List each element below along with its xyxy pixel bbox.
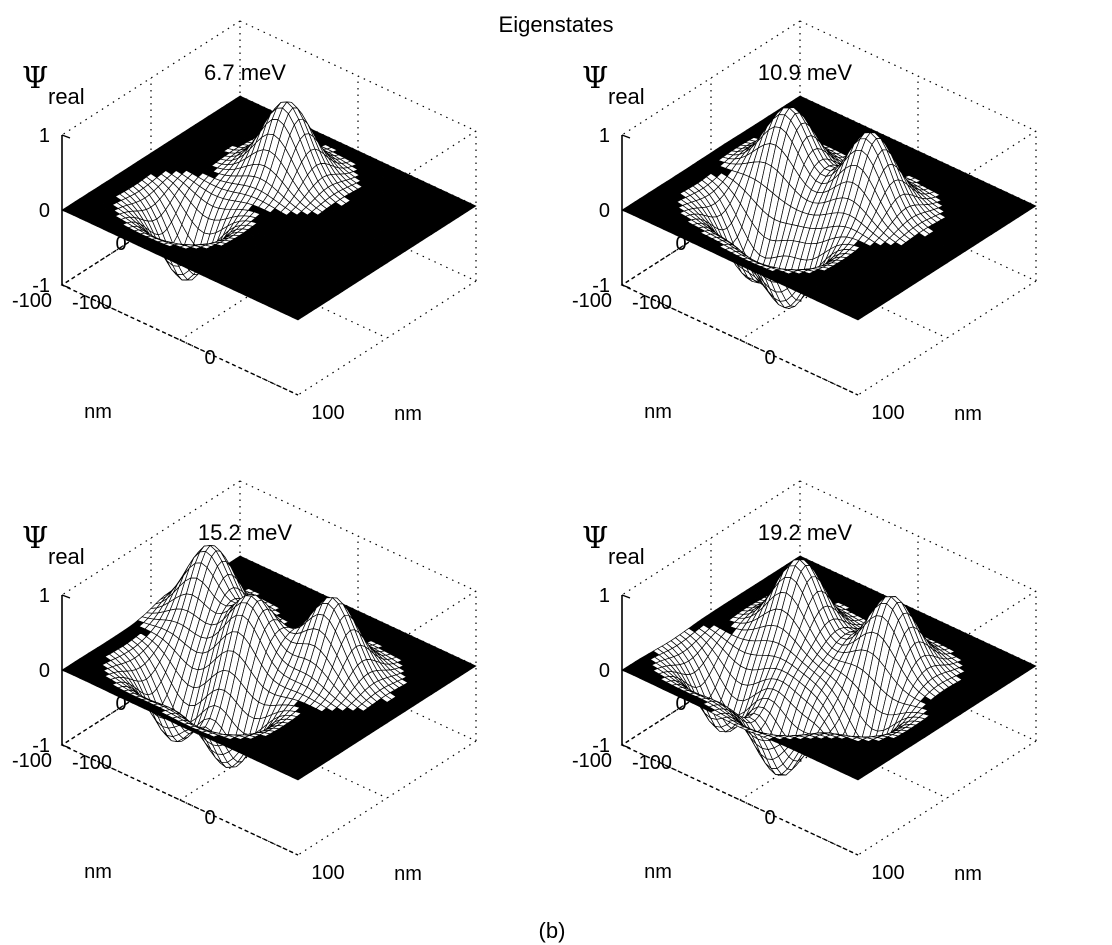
x-axis-label: nm bbox=[394, 863, 422, 885]
figure-title: Eigenstates bbox=[499, 12, 614, 37]
y-tick-label: -100 bbox=[12, 750, 52, 772]
psi-symbol: Ψ bbox=[22, 61, 48, 96]
surface-mesh bbox=[61, 544, 477, 781]
z-tick-label: 0 bbox=[39, 660, 50, 682]
x-tick-label: -100 bbox=[632, 292, 672, 314]
z-tick-mark bbox=[621, 594, 631, 599]
psi-subscript: real bbox=[48, 84, 85, 109]
y-tick-label: 0 bbox=[675, 233, 686, 255]
z-tick-mark bbox=[621, 134, 631, 139]
psi-symbol: Ψ bbox=[582, 61, 608, 96]
x-tick-label: 100 bbox=[871, 402, 904, 424]
x-tick-label: 100 bbox=[311, 862, 344, 884]
z-tick-mark bbox=[61, 134, 71, 139]
z-tick-label: 0 bbox=[599, 660, 610, 682]
x-tick-label: -100 bbox=[632, 752, 672, 774]
z-tick-mark bbox=[621, 284, 631, 289]
x-tick-label: 0 bbox=[204, 347, 215, 369]
x-tick-label: -100 bbox=[72, 292, 112, 314]
z-tick-mark bbox=[61, 594, 71, 599]
x-tick-label: 0 bbox=[764, 347, 775, 369]
energy-label: 15.2 meV bbox=[198, 520, 292, 545]
energy-label: 6.7 meV bbox=[204, 60, 286, 85]
psi-subscript: real bbox=[608, 84, 645, 109]
z-tick-label: 0 bbox=[39, 200, 50, 222]
z-tick-mark bbox=[621, 744, 631, 749]
z-tick-label: 0 bbox=[599, 200, 610, 222]
y-axis-label: nm bbox=[644, 401, 672, 423]
z-tick-label: -1 bbox=[592, 275, 610, 297]
z-tick-label: 1 bbox=[599, 585, 610, 607]
x-axis-label: nm bbox=[954, 403, 982, 425]
x-tick-label: -100 bbox=[72, 752, 112, 774]
z-tick-mark bbox=[61, 744, 71, 749]
y-axis-label: nm bbox=[84, 401, 112, 423]
y-tick-label: -100 bbox=[572, 750, 612, 772]
x-tick-label: 0 bbox=[764, 807, 775, 829]
psi-symbol: Ψ bbox=[22, 521, 48, 556]
x-tick-label: 0 bbox=[204, 807, 215, 829]
energy-label: 10.9 meV bbox=[758, 60, 852, 85]
psi-subscript: real bbox=[608, 544, 645, 569]
x-axis-label: nm bbox=[954, 863, 982, 885]
z-tick-label: 1 bbox=[39, 125, 50, 147]
psi-subscript: real bbox=[48, 544, 85, 569]
z-tick-label: -1 bbox=[32, 275, 50, 297]
y-axis-label: nm bbox=[644, 861, 672, 883]
z-tick-mark bbox=[61, 284, 71, 289]
z-tick-label: 1 bbox=[39, 585, 50, 607]
energy-label: 19.2 meV bbox=[758, 520, 852, 545]
surface-mesh bbox=[61, 95, 477, 321]
y-tick-label: -100 bbox=[12, 290, 52, 312]
mesh-cell bbox=[291, 314, 304, 321]
y-tick-label: -100 bbox=[572, 290, 612, 312]
y-axis-label: nm bbox=[84, 861, 112, 883]
x-tick-label: 100 bbox=[871, 862, 904, 884]
surface-mesh bbox=[621, 555, 1037, 781]
z-tick-label: 1 bbox=[599, 125, 610, 147]
surface-mesh bbox=[621, 95, 1037, 321]
x-tick-label: 100 bbox=[311, 402, 344, 424]
x-axis-label: nm bbox=[394, 403, 422, 425]
y-tick-label: 0 bbox=[115, 233, 126, 255]
psi-symbol: Ψ bbox=[582, 521, 608, 556]
